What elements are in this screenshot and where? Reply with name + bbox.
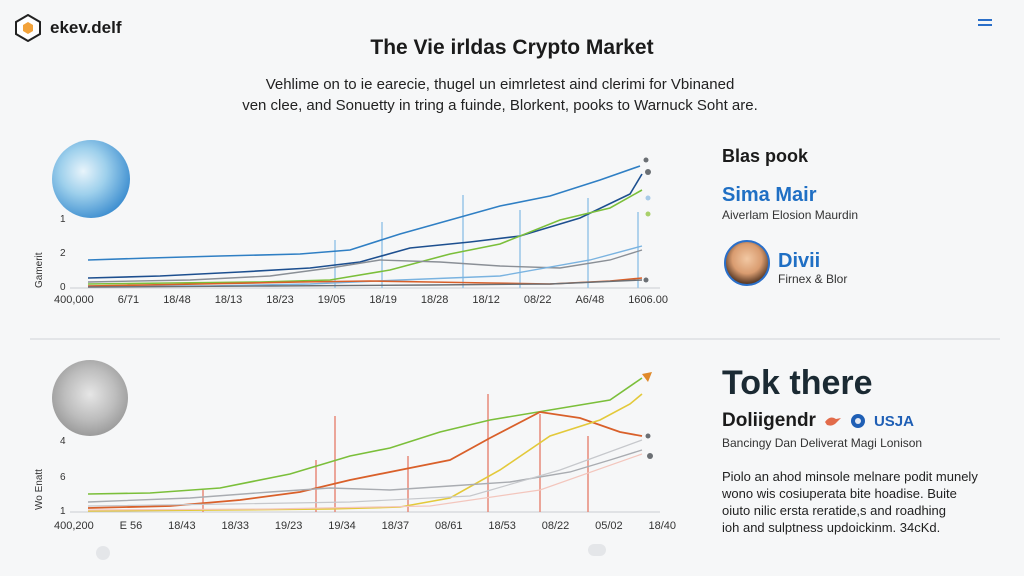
intro-line-2: ven clee, and Sonuetty in tring a fuinde… [242,97,758,114]
globe-image [52,140,130,218]
bottom-x-axis: 400,200 E 56 18/43 18/33 19/23 19/34 18/… [54,520,676,532]
menu-icon[interactable] [976,14,994,35]
bottom-xtick: E 56 [119,520,143,532]
bottom-xtick: 18/53 [488,520,516,532]
side-heading: Blas pook [722,146,809,166]
top-xtick: 18/12 [472,294,500,306]
para-line: oiuto nilic ersta reratide,s and roadhin… [722,503,947,518]
top-xtick: 19/05 [317,294,346,306]
top-xtick: 1606.00 [628,294,668,306]
section-divider [30,338,1000,340]
bottom-ytick-1: 4 [60,436,66,447]
bottom-xtick: 400,200 [54,520,94,532]
top-xtick: 18/13 [214,294,243,306]
bottom-xtick: 18/43 [168,520,196,532]
author-row: Doliigendr USJA [722,410,914,432]
author-name-1[interactable]: Sima Mair [722,184,817,206]
para-line: ioh and sulptness updoickinm. 34cKd. [722,520,941,535]
top-x-axis: 400,000 6/71 18/48 18/13 18/23 19/05 18/… [54,294,668,306]
top-xtick: 400,000 [54,294,94,306]
bottom-line-chart [70,372,660,513]
top-xtick: 18/19 [369,294,397,306]
bottom-ytick-2: 6 [60,472,66,483]
author-name-3[interactable]: Doliigendr [722,410,816,431]
emblem-image [52,360,128,436]
flag-icon [850,414,865,428]
top-chart-ylabel: Gamerit [34,252,45,288]
bottom-xtick: 18/40 [648,520,676,532]
top-ytick-3: 0 [60,282,66,293]
page-title: The Vie irldas Crypto Market [370,36,654,59]
author-sub-2: Firnex & Blor [778,272,848,286]
bottom-xtick: 05/02 [595,520,623,532]
intro-text: Vehlime on to ie earecie, thugel un eimr… [230,74,770,116]
para-line: Piolo an ahod minsole melnare podit mune… [722,469,978,484]
bottom-xtick: 08/22 [541,520,570,532]
top-xtick: 08/22 [523,294,552,306]
bottom-chart-ylabel: Wo Enatt [34,469,45,510]
decor-dot [96,546,110,560]
top-xtick: 6/71 [117,294,140,306]
bird-icon [824,417,841,426]
brand-name: ekev.delf [50,18,122,37]
bottom-xtick: 08/61 [434,520,463,532]
author-name-2[interactable]: Divii [778,250,821,272]
bottom-xtick: 18/33 [221,520,249,532]
top-xtick: 18/48 [163,294,191,306]
top-line-chart [70,157,660,289]
top-xtick: 18/23 [266,294,294,306]
description-paragraph: Piolo an ahod minsole melnare podit mune… [722,468,1002,536]
intro-line-1: Vehlime on to ie earecie, thugel un eimr… [265,76,735,93]
para-line: wono wis cosiuperata bite hoadise. Buite [722,486,957,501]
top-ytick-1: 1 [60,214,66,225]
bottom-xtick: 19/34 [328,520,356,532]
top-xtick: 18/28 [420,294,449,306]
hexagon-logo-icon [15,14,41,42]
top-xtick: A6/48 [575,294,605,306]
bottom-xtick: 18/37 [381,520,410,532]
bottom-xtick: 19/23 [274,520,303,532]
brand-logo[interactable]: ekev.delf [14,14,122,42]
decor-dot [588,544,606,556]
author-avatar[interactable] [724,240,770,286]
country-tag: USJA [873,412,914,430]
section-big-heading: Tok there [722,364,873,402]
author-sub-3: Bancingy Dan Deliverat Magi Lonison [722,436,923,450]
author-sub-1: Aiverlam Elosion Maurdin [722,208,859,222]
bottom-ytick-3: 1 [60,506,66,517]
top-ytick-2: 2 [60,248,66,259]
